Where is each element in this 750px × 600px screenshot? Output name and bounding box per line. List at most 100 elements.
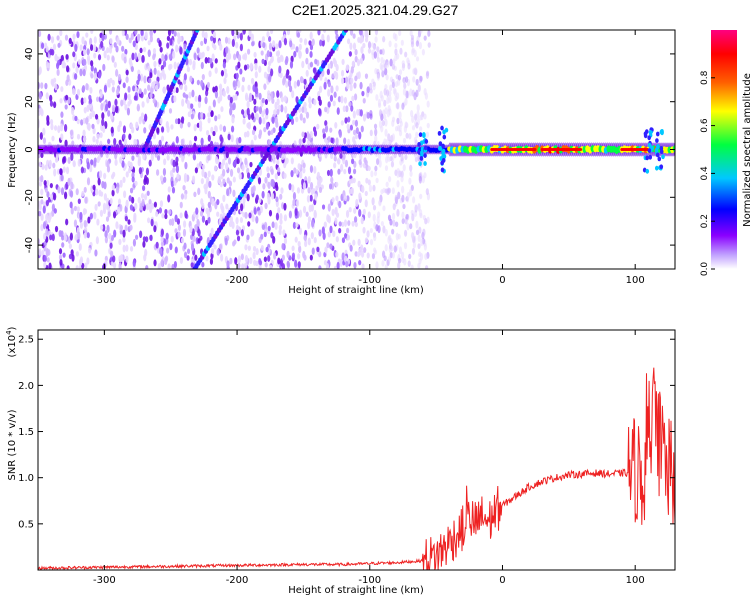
spectrogram-noise-cell (66, 74, 70, 83)
spectrogram-noise-cell (50, 78, 54, 86)
spectrogram-noise-cell (390, 160, 395, 168)
spectrogram-noise-cell (280, 104, 284, 113)
spectrogram-noise-cell (166, 42, 170, 49)
spectrogram-noise-cell (266, 166, 270, 173)
spectrogram-noise-cell (370, 49, 375, 56)
spectrogram-noise-cell (165, 232, 169, 240)
spectrogram-noise-cell (298, 227, 302, 235)
spectrogram-x-tick-label: 100 (626, 275, 645, 286)
spectrogram-noise-cell (362, 42, 366, 49)
spectrogram-noise-cell (233, 53, 237, 61)
spectrogram-noise-cell (355, 127, 359, 135)
spectrogram-noise-cell (182, 92, 186, 98)
spectrogram-burst-cell (655, 144, 660, 150)
spectrogram-noise-cell (410, 34, 415, 41)
spectrogram-noise-cell (316, 246, 320, 253)
spectrogram-noise-cell (354, 221, 358, 228)
spectrogram-noise-cell (49, 48, 53, 56)
spectrogram-noise-cell (295, 222, 299, 228)
spectrogram-noise-cell (348, 51, 352, 57)
spectrogram-noise-cell (391, 251, 396, 259)
spectrogram-noise-cell (396, 117, 400, 125)
spectrogram-noise-cell (99, 91, 103, 99)
spectrogram-noise-cell (391, 116, 396, 123)
spectrogram-x-tick-label: -300 (93, 275, 116, 286)
spectrogram-noise-cell (71, 88, 76, 95)
spectrogram-noise-cell (288, 183, 292, 191)
spectrogram-noise-cell (327, 231, 331, 238)
spectrogram-noise-cell (363, 157, 367, 164)
spectrogram-noise-cell (423, 113, 427, 120)
spectrogram-noise-cell (96, 218, 100, 226)
spectrogram-noise-cell (412, 196, 416, 204)
spectrogram-noise-cell (98, 170, 103, 179)
spectrogram-noise-cell (359, 30, 363, 36)
spectrogram-noise-cell (334, 121, 338, 129)
spectrogram-noise-cell (277, 257, 281, 265)
spectrogram-noise-cell (268, 42, 273, 51)
spectrogram-burst-cell (441, 153, 445, 159)
spectrogram-noise-cell (302, 167, 306, 174)
spectrogram-noise-cell (294, 208, 298, 216)
spectrogram-noise-cell (134, 30, 138, 35)
spectrogram-noise-cell (129, 187, 134, 194)
spectrogram-noise-cell (131, 196, 135, 204)
snr-y-tick-label: 0.5 (18, 519, 34, 530)
spectrogram-noise-cell (270, 129, 274, 135)
spectrogram-noise-cell (107, 110, 111, 117)
spectrogram-noise-cell (426, 100, 430, 108)
spectrogram-noise-cell (332, 230, 336, 238)
spectrogram-noise-cell (38, 203, 42, 211)
spectrogram-noise-cell (181, 98, 185, 107)
spectrogram-noise-cell (172, 50, 176, 59)
spectrogram-noise-cell (143, 193, 148, 201)
spectrogram-noise-cell (43, 232, 47, 241)
spectrogram-noise-cell (286, 250, 290, 259)
spectrogram-noise-cell (280, 96, 284, 103)
spectrogram-noise-cell (229, 221, 233, 228)
spectrogram-noise-cell (381, 119, 385, 127)
spectrogram-noise-cell (122, 236, 126, 243)
spectrogram-noise-cell (381, 70, 385, 78)
spectrogram-noise-cell (392, 219, 396, 227)
spectrogram-noise-cell (409, 30, 413, 37)
spectrogram-noise-cell (107, 211, 111, 218)
spectrogram-noise-cell (179, 201, 183, 209)
spectrogram-noise-cell (122, 229, 126, 238)
spectrogram-noise-cell (93, 36, 97, 44)
spectrogram-y-axis-label: Frequency (Hz) (7, 112, 18, 188)
spectrogram-noise-cell (216, 248, 220, 256)
spectrogram-noise-cell (338, 227, 342, 234)
spectrogram-noise-cell (347, 166, 352, 175)
spectrogram-noise-cell (42, 205, 46, 214)
spectrogram-noise-cell (40, 42, 45, 50)
spectrogram-noise-cell (51, 210, 55, 217)
spectrogram-noise-cell (373, 51, 377, 59)
spectrogram-noise-cell (140, 35, 144, 42)
spectrogram-noise-cell (255, 248, 259, 256)
spectrogram-noise-cell (155, 211, 159, 217)
spectrogram-noise-cell (79, 44, 83, 52)
spectrogram-noise-cell (373, 247, 377, 253)
spectrogram-noise-cell (362, 226, 366, 234)
spectrogram-noise-cell (318, 265, 322, 269)
spectrogram-noise-cell (347, 116, 351, 123)
spectrogram-noise-cell (212, 99, 216, 108)
spectrogram-noise-cell (112, 171, 116, 178)
spectrogram-noise-cell (302, 205, 307, 214)
spectrogram-noise-cell (348, 207, 352, 213)
spectrogram-noise-cell (88, 97, 93, 105)
spectrogram-noise-cell (281, 263, 286, 269)
spectrogram-noise-cell (78, 243, 82, 251)
spectrogram-noise-cell (46, 191, 50, 198)
spectrogram-noise-cell (50, 36, 55, 44)
spectrogram-noise-cell (360, 36, 364, 43)
spectrogram-noise-cell (160, 228, 164, 237)
spectrogram-noise-cell (66, 265, 70, 269)
spectrogram-noise-cell (179, 122, 184, 129)
spectrogram-noise-cell (264, 98, 269, 105)
snr-y-multiplier: (x104) (5, 326, 18, 357)
spectrogram-noise-cell (299, 37, 303, 43)
colorbar-tick-label: 0.0 (700, 262, 710, 277)
spectrogram-noise-cell (401, 194, 405, 203)
